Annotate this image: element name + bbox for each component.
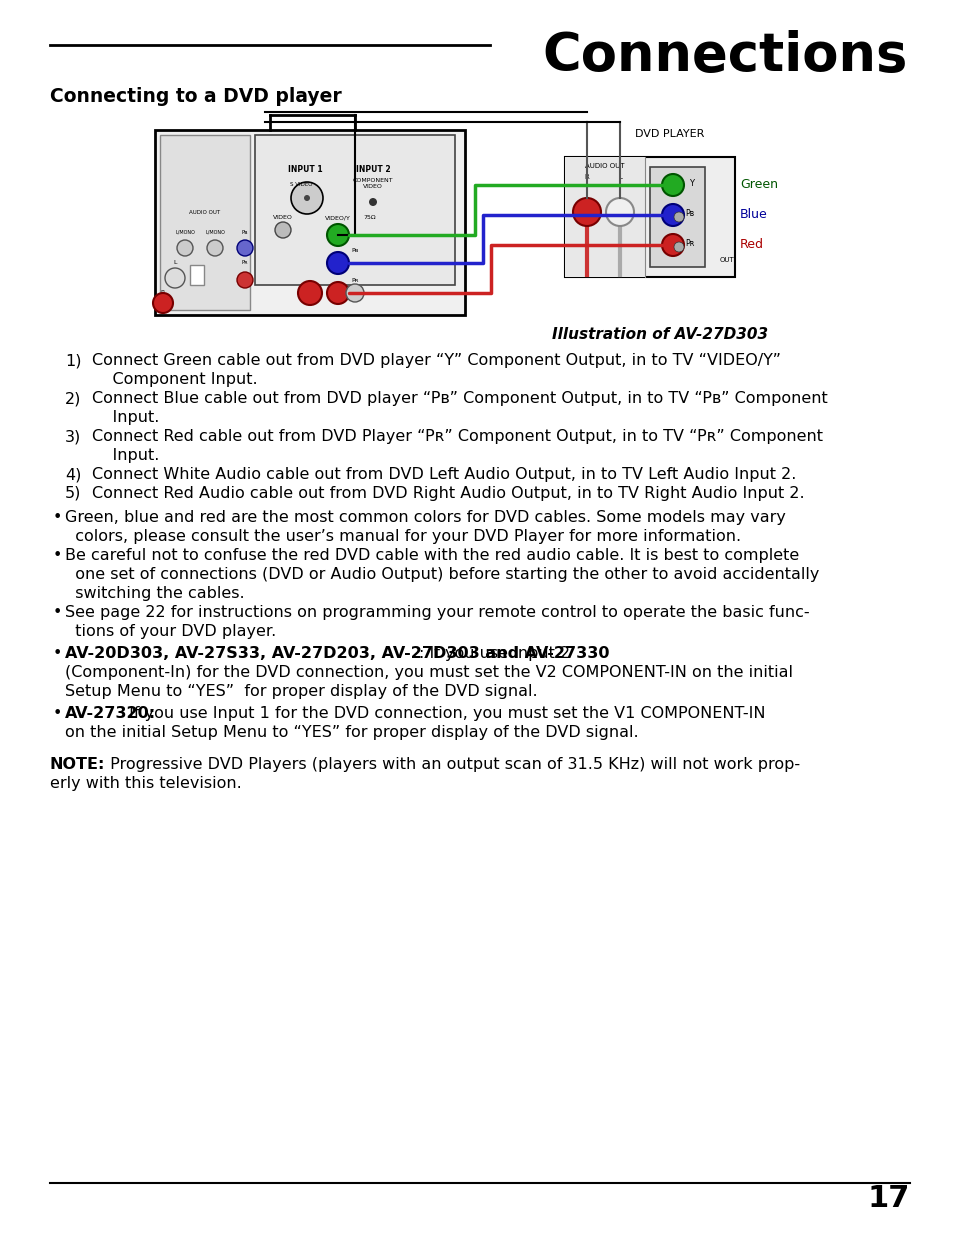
Text: AUDIO OUT: AUDIO OUT: [584, 163, 624, 169]
Text: Input.: Input.: [91, 410, 159, 425]
Text: Progressive DVD Players (players with an output scan of 31.5 KHz) will not work : Progressive DVD Players (players with an…: [105, 757, 800, 772]
Circle shape: [673, 212, 683, 222]
Text: tions of your DVD player.: tions of your DVD player.: [65, 624, 276, 638]
Text: VIDEO/Y: VIDEO/Y: [325, 215, 351, 220]
Circle shape: [304, 195, 310, 201]
Text: Pʀ: Pʀ: [351, 278, 358, 283]
Text: 3): 3): [65, 429, 81, 445]
Text: INPUT 1: INPUT 1: [288, 165, 322, 174]
Circle shape: [327, 224, 349, 246]
Text: : If you use Input 2: : If you use Input 2: [418, 646, 569, 661]
Bar: [154, 130, 464, 315]
Circle shape: [346, 284, 364, 303]
Text: Component Input.: Component Input.: [91, 372, 257, 387]
Circle shape: [177, 240, 193, 256]
Text: •: •: [53, 510, 62, 525]
Text: L: L: [173, 261, 176, 266]
Text: S VIDEO: S VIDEO: [290, 182, 313, 186]
Text: L: L: [618, 174, 621, 180]
Circle shape: [661, 174, 683, 196]
Circle shape: [327, 252, 349, 274]
Circle shape: [236, 240, 253, 256]
Text: 4): 4): [65, 467, 81, 482]
Text: Illustration of AV-27D303: Illustration of AV-27D303: [552, 327, 767, 342]
Circle shape: [661, 233, 683, 256]
Text: •: •: [53, 706, 62, 721]
Text: AUDIO OUT: AUDIO OUT: [190, 210, 220, 215]
Circle shape: [236, 272, 253, 288]
Text: OUT: OUT: [719, 257, 734, 263]
Text: 75Ω: 75Ω: [363, 215, 375, 220]
Text: Blue: Blue: [740, 209, 767, 221]
Text: Red: Red: [740, 238, 763, 252]
Text: L/MONO: L/MONO: [205, 230, 225, 235]
Bar: [564, 157, 734, 277]
Text: switching the cables.: switching the cables.: [65, 585, 244, 601]
Text: Connections: Connections: [542, 30, 907, 82]
Text: AV-27320:: AV-27320:: [65, 706, 156, 721]
Text: VIDEO: VIDEO: [273, 215, 293, 220]
Text: 17: 17: [866, 1184, 909, 1213]
Text: COMPONENT
VIDEO: COMPONENT VIDEO: [353, 178, 393, 189]
Circle shape: [661, 204, 683, 226]
Text: Be careful not to confuse the red DVD cable with the red audio cable. It is best: Be careful not to confuse the red DVD ca…: [65, 548, 799, 563]
Text: Input.: Input.: [91, 448, 159, 463]
Circle shape: [297, 282, 322, 305]
Text: (Component-In) for the DVD connection, you must set the V2 COMPONENT-IN on the i: (Component-In) for the DVD connection, y…: [65, 664, 792, 680]
Text: one set of connections (DVD or Audio Output) before starting the other to avoid : one set of connections (DVD or Audio Out…: [65, 567, 819, 582]
Bar: [649, 167, 704, 267]
Text: Pʙ: Pʙ: [351, 248, 358, 253]
Text: Pʀ: Pʀ: [241, 261, 248, 266]
Text: Connect White Audio cable out from DVD Left Audio Output, in to TV Left Audio In: Connect White Audio cable out from DVD L…: [91, 467, 796, 482]
Circle shape: [327, 282, 349, 304]
Bar: [254, 135, 455, 285]
Circle shape: [152, 293, 172, 312]
Text: INPUT 2: INPUT 2: [355, 165, 390, 174]
Text: Connect Green cable out from DVD player “Y” Component Output, in to TV “VIDEO/Y”: Connect Green cable out from DVD player …: [91, 353, 781, 368]
Text: AV-20D303, AV-27S33, AV-27D203, AV-27D303 and AV-27330: AV-20D303, AV-27S33, AV-27D203, AV-27D30…: [65, 646, 609, 661]
Text: •: •: [53, 548, 62, 563]
Text: L/MONO: L/MONO: [175, 230, 194, 235]
Circle shape: [673, 242, 683, 252]
Text: •: •: [53, 605, 62, 620]
Bar: [160, 135, 250, 310]
Text: Green, blue and red are the most common colors for DVD cables. Some models may v: Green, blue and red are the most common …: [65, 510, 785, 525]
Circle shape: [605, 198, 634, 226]
Text: colors, please consult the user’s manual for your DVD Player for more informatio: colors, please consult the user’s manual…: [65, 529, 740, 543]
Text: R: R: [584, 174, 589, 180]
Circle shape: [291, 182, 323, 214]
Text: Connect Red Audio cable out from DVD Right Audio Output, in to TV Right Audio In: Connect Red Audio cable out from DVD Rig…: [91, 487, 803, 501]
Text: Connect Red cable out from DVD Player “Pʀ” Component Output, in to TV “Pʀ” Compo: Connect Red cable out from DVD Player “P…: [91, 429, 822, 445]
Text: If you use Input 1 for the DVD connection, you must set the V1 COMPONENT-IN: If you use Input 1 for the DVD connectio…: [124, 706, 764, 721]
Text: 5): 5): [65, 487, 81, 501]
Text: NOTE:: NOTE:: [50, 757, 105, 772]
Text: Connecting to a DVD player: Connecting to a DVD player: [50, 86, 341, 106]
Text: erly with this television.: erly with this television.: [50, 776, 241, 790]
Circle shape: [369, 198, 376, 206]
Text: Pʙ: Pʙ: [241, 230, 248, 235]
Text: Y: Y: [688, 179, 693, 189]
Text: 1): 1): [65, 353, 81, 368]
Circle shape: [165, 268, 185, 288]
Circle shape: [573, 198, 600, 226]
Text: Pʙ: Pʙ: [684, 210, 694, 219]
Text: Connect Blue cable out from DVD player “Pʙ” Component Output, in to TV “Pʙ” Comp: Connect Blue cable out from DVD player “…: [91, 391, 827, 406]
Text: on the initial Setup Menu to “YES” for proper display of the DVD signal.: on the initial Setup Menu to “YES” for p…: [65, 725, 638, 740]
Text: R: R: [161, 290, 165, 295]
Text: See page 22 for instructions on programming your remote control to operate the b: See page 22 for instructions on programm…: [65, 605, 809, 620]
Circle shape: [207, 240, 223, 256]
Text: Pʀ: Pʀ: [684, 240, 694, 248]
Text: DVD PLAYER: DVD PLAYER: [635, 128, 704, 140]
Bar: [564, 157, 644, 277]
Text: 2): 2): [65, 391, 81, 406]
Bar: [190, 266, 204, 285]
Text: Green: Green: [740, 179, 778, 191]
Text: •: •: [53, 646, 62, 661]
Circle shape: [274, 222, 291, 238]
Text: Setup Menu to “YES”  for proper display of the DVD signal.: Setup Menu to “YES” for proper display o…: [65, 684, 537, 699]
